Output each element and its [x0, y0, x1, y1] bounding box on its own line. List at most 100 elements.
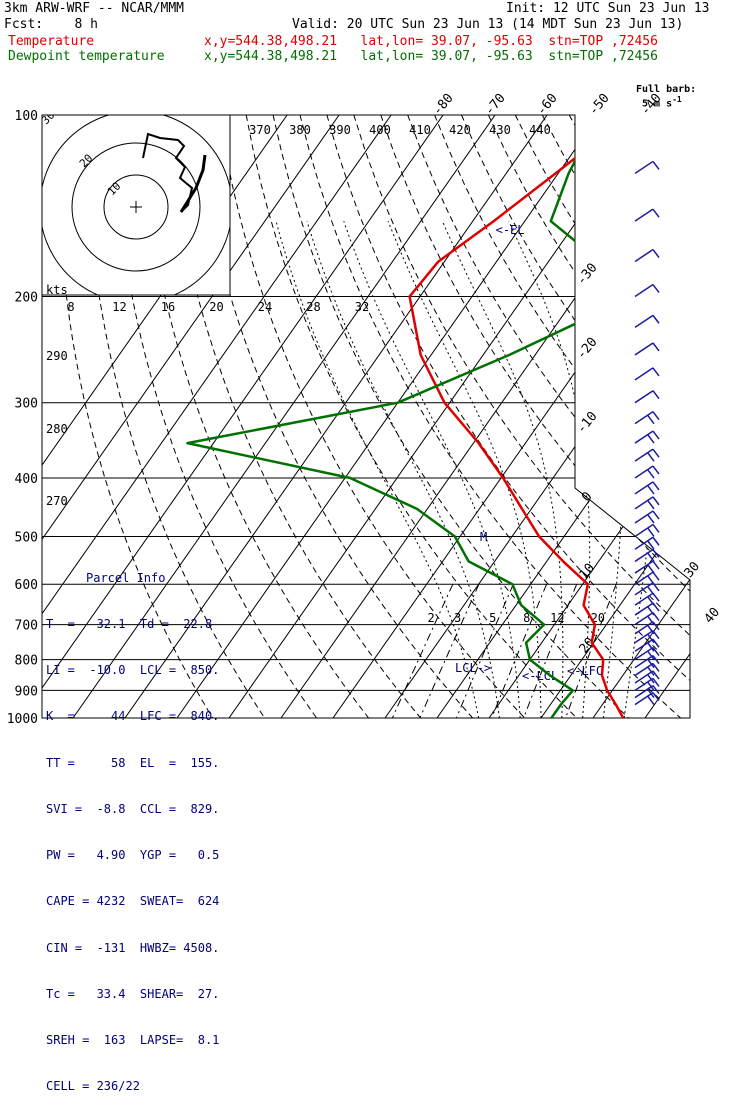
- wind-barb-flag: [648, 416, 654, 424]
- dry-adiabat: [704, 115, 740, 718]
- wind-barb-flag: [653, 161, 659, 169]
- sounding-annotation: LCL->: [455, 661, 491, 675]
- parcel-row: PW = 4.90 YGP = 0.5: [46, 848, 219, 863]
- theta-label: 280: [46, 422, 68, 436]
- theta-e-label: 440: [529, 123, 551, 137]
- wind-barb-staff: [635, 285, 653, 297]
- parcel-row: Tc = 33.4 SHEAR= 27.: [46, 987, 219, 1002]
- wind-barb-flag: [653, 285, 659, 293]
- hodograph-units: kts: [46, 283, 68, 297]
- sounding-annotation: <-LFC: [567, 664, 603, 678]
- wind-barb: [635, 431, 659, 443]
- parcel-row: CIN = -131 HWBZ= 4508.: [46, 941, 219, 956]
- wind-barb-flag: [653, 412, 659, 420]
- mixing-ratio-label: 12: [550, 611, 564, 625]
- dry-adiabat: [381, 115, 740, 718]
- wind-barb: [635, 315, 659, 327]
- dry-adiabat: [677, 115, 740, 718]
- wind-barb: [635, 603, 659, 615]
- wind-barb-flag: [653, 368, 659, 376]
- parcel-row: CAPE = 4232 SWEAT= 624: [46, 894, 219, 909]
- theta-e-label: 410: [409, 123, 431, 137]
- hodograph-speed-tick: 28: [306, 300, 320, 314]
- wind-barb: [635, 285, 659, 297]
- isotherm: [489, 115, 740, 718]
- wind-barb-flag: [653, 431, 659, 439]
- wind-barb-flag: [648, 515, 654, 523]
- dry-adiabat: [192, 115, 472, 718]
- wind-barb-flag: [648, 470, 654, 478]
- wind-barb: [635, 368, 659, 380]
- parcel-row: K = 44 LFC = 840.: [46, 709, 219, 724]
- parcel-row: SVI = -8.8 CCL = 829.: [46, 802, 219, 817]
- sounding-annotation: <-EL: [496, 223, 525, 237]
- pressure-tick-label: 800: [15, 654, 38, 669]
- wind-barb: [635, 511, 659, 523]
- dry-adiabat: [650, 115, 740, 718]
- wind-barb-flag: [653, 482, 659, 490]
- parcel-row: T = 32.1 Td = 22.8: [46, 617, 219, 632]
- wind-barb-staff: [635, 315, 653, 327]
- pressure-tick-label: 300: [15, 397, 38, 412]
- moist-adiabat: [442, 221, 563, 718]
- wind-barb-flag: [648, 486, 654, 494]
- wind-barb-staff: [635, 209, 653, 221]
- hodograph-speed-tick: 16: [161, 300, 175, 314]
- dry-adiabat: [300, 115, 681, 718]
- wind-barb: [635, 497, 659, 509]
- wind-barb: [635, 412, 659, 424]
- wind-barb: [635, 613, 659, 625]
- moist-adiabat: [509, 221, 590, 718]
- isotherm-label: -70: [482, 91, 509, 119]
- wind-barb-flag: [648, 435, 654, 443]
- full-barb-units-text: 5 m s: [642, 98, 672, 109]
- pressure-tick-label: 900: [15, 684, 38, 699]
- dry-adiabat: [462, 115, 740, 718]
- wind-barb-flag: [653, 631, 659, 639]
- wind-barb-flag: [653, 511, 659, 519]
- hodograph-speed-tick: 20: [209, 300, 223, 314]
- mixing-ratio-line: [420, 584, 479, 718]
- wind-barb-flag: [648, 565, 654, 573]
- theta-e-label: 420: [449, 123, 471, 137]
- isotherm: [593, 115, 740, 718]
- wind-barb: [635, 161, 659, 173]
- wind-barb: [635, 250, 659, 262]
- isotherm: [281, 115, 703, 718]
- theta-e-label: 400: [369, 123, 391, 137]
- wind-barb: [635, 343, 659, 355]
- wind-barb-staff: [635, 250, 653, 262]
- dry-adiabat: [515, 115, 740, 718]
- theta-label: 290: [46, 349, 68, 363]
- parcel-info-title: Parcel Info: [86, 571, 219, 586]
- wind-barb: [635, 391, 659, 403]
- isotherm-label: -80: [430, 91, 457, 119]
- theta-e-label: 370: [249, 123, 271, 137]
- wind-barb-flag: [648, 453, 654, 461]
- isotherm-label: -30: [574, 261, 601, 289]
- parcel-row: CELL = 236/22: [46, 1079, 219, 1094]
- wind-barb-flag: [653, 524, 659, 532]
- pressure-tick-label: 1000: [7, 712, 38, 727]
- dry-adiabat: [488, 115, 740, 718]
- wind-barb-flag: [653, 466, 659, 474]
- hodograph-speed-tick: 24: [258, 300, 272, 314]
- wind-barb-staff: [635, 161, 653, 173]
- isotherm: [697, 115, 740, 718]
- sounding-annotation: M: [480, 530, 487, 544]
- dry-adiabat: [246, 115, 576, 718]
- wind-barb-flag: [648, 541, 654, 549]
- wind-barb: [635, 209, 659, 221]
- wind-barb-staff: [635, 391, 653, 403]
- isotherm-label: -60: [534, 91, 561, 119]
- dry-adiabat: [354, 115, 740, 718]
- dry-adiabat: [542, 115, 740, 718]
- wind-barb-flag: [653, 572, 659, 580]
- parcel-row: SREH = 163 LAPSE= 8.1: [46, 1033, 219, 1048]
- wind-barb: [635, 449, 659, 461]
- isotherm-label: 30: [682, 559, 704, 581]
- wind-barb-flag: [653, 497, 659, 505]
- mixing-ratio-line: [392, 584, 453, 718]
- theta-e-label: 380: [289, 123, 311, 137]
- theta-e-label: 430: [489, 123, 511, 137]
